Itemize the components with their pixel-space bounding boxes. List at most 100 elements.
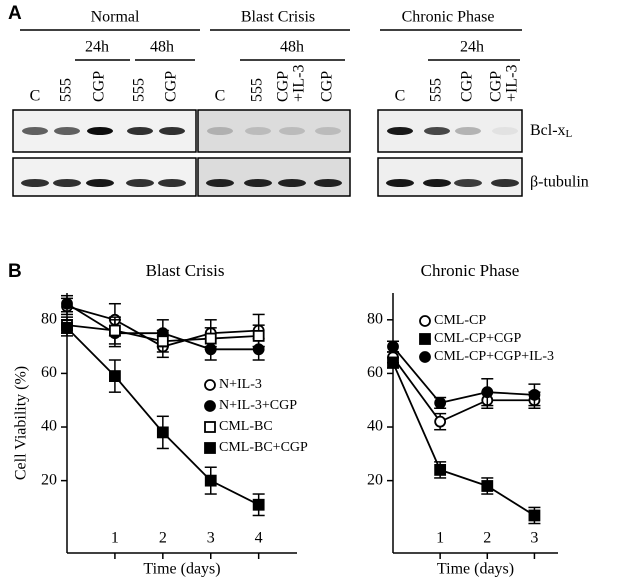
blot-band xyxy=(386,179,414,187)
blot-band xyxy=(244,179,272,187)
y-tick-label: 40 xyxy=(41,418,57,435)
blot-frame xyxy=(197,157,351,197)
legend-marker xyxy=(419,333,431,345)
data-marker xyxy=(109,324,121,337)
blot-frame xyxy=(12,157,197,197)
y-tick-label: 80 xyxy=(41,310,57,327)
y-tick-label: 40 xyxy=(367,418,383,435)
row-label: β-tubulin xyxy=(530,174,589,191)
blot-band xyxy=(424,127,450,135)
lane-label: CGP xyxy=(319,71,336,102)
x-tick-label: 1 xyxy=(436,530,444,547)
legend-label: CML-CP+CGP xyxy=(434,331,521,346)
data-marker xyxy=(387,356,399,369)
lane-label: CGP xyxy=(275,71,292,102)
data-marker xyxy=(481,386,494,399)
blot-band xyxy=(87,127,113,135)
data-marker xyxy=(61,297,73,310)
x-tick-label: 3 xyxy=(530,530,538,547)
x-tick-label: 4 xyxy=(255,530,263,547)
lane-label: CGP xyxy=(91,71,108,102)
y-tick-label: 60 xyxy=(367,364,383,381)
blot-band xyxy=(127,127,153,135)
blot-band xyxy=(315,127,341,135)
data-marker xyxy=(61,321,73,334)
x-axis-label: Time (days) xyxy=(437,561,514,578)
blot-band xyxy=(455,127,481,135)
lane-label: CGP xyxy=(488,71,505,102)
timepoint-label: 48h xyxy=(150,39,174,56)
group-header: Chronic Phase xyxy=(402,9,495,26)
series-line xyxy=(392,346,535,404)
timepoint-label: 24h xyxy=(460,39,484,56)
blot-band xyxy=(158,179,186,187)
blot-band xyxy=(245,127,271,135)
x-tick-label: 2 xyxy=(159,530,167,547)
blot-band xyxy=(279,127,305,135)
data-marker xyxy=(252,329,265,342)
legend-marker xyxy=(204,400,216,412)
data-marker xyxy=(434,464,447,476)
blot-band xyxy=(53,179,81,187)
lane-label: +IL-3 xyxy=(291,65,308,102)
data-marker xyxy=(204,332,217,345)
y-tick-label: 80 xyxy=(367,310,383,327)
blot-band xyxy=(454,179,482,187)
blot-band xyxy=(314,179,342,187)
x-tick-label: 3 xyxy=(207,530,215,547)
legend-label: CML-CP xyxy=(434,313,486,328)
blot-band xyxy=(126,179,154,187)
blot-frame xyxy=(197,109,351,153)
group-header: Normal xyxy=(91,9,140,26)
y-tick-label: 60 xyxy=(41,364,57,381)
blot-band xyxy=(86,179,114,187)
lane-label: 555 xyxy=(58,78,75,102)
lane-label: C xyxy=(215,88,226,105)
legend-label: N+IL-3+CGP xyxy=(219,398,297,413)
blot-band xyxy=(159,127,185,135)
lane-label: 555 xyxy=(131,78,148,102)
legend-marker xyxy=(419,315,431,327)
chart-title: Chronic Phase xyxy=(421,261,520,280)
legend-label: CML-BC+CGP xyxy=(219,440,308,455)
panel-label: B xyxy=(8,261,22,282)
legend-marker xyxy=(204,442,216,454)
series-line xyxy=(392,362,535,517)
blot-band xyxy=(21,179,49,187)
blot-band xyxy=(387,127,413,135)
blot-band xyxy=(423,179,451,187)
data-marker xyxy=(156,426,169,439)
group-header: Blast Crisis xyxy=(241,9,315,26)
blot-band xyxy=(491,179,519,187)
x-axis-label: Time (days) xyxy=(143,561,220,578)
legend-marker xyxy=(204,379,216,391)
lane-label: C xyxy=(30,88,41,105)
legend-marker xyxy=(419,351,431,363)
lane-label: 555 xyxy=(428,78,445,102)
blot-band xyxy=(54,127,80,135)
blot-band xyxy=(492,127,518,135)
data-marker xyxy=(156,335,169,348)
legend-label: CML-CP+CGP+IL-3 xyxy=(434,349,554,364)
y-axis-label: Cell Viability (%) xyxy=(13,366,30,480)
series-line xyxy=(392,356,535,423)
data-marker xyxy=(204,474,217,487)
data-marker xyxy=(387,340,399,353)
lane-label: CGP xyxy=(163,71,180,102)
y-tick-label: 20 xyxy=(41,471,57,488)
blot-band xyxy=(207,127,233,135)
data-marker xyxy=(481,480,494,492)
blot-band xyxy=(278,179,306,187)
blot-frame xyxy=(377,157,523,197)
timepoint-label: 24h xyxy=(85,39,109,56)
data-marker xyxy=(109,370,121,382)
data-marker xyxy=(252,498,265,511)
x-tick-label: 2 xyxy=(483,530,491,547)
data-marker xyxy=(528,509,541,522)
lane-label: C xyxy=(395,88,406,105)
lane-label: CGP xyxy=(459,71,476,102)
data-marker xyxy=(434,396,447,409)
timepoint-label: 48h xyxy=(280,39,304,56)
legend-label: N+IL-3 xyxy=(219,377,262,392)
